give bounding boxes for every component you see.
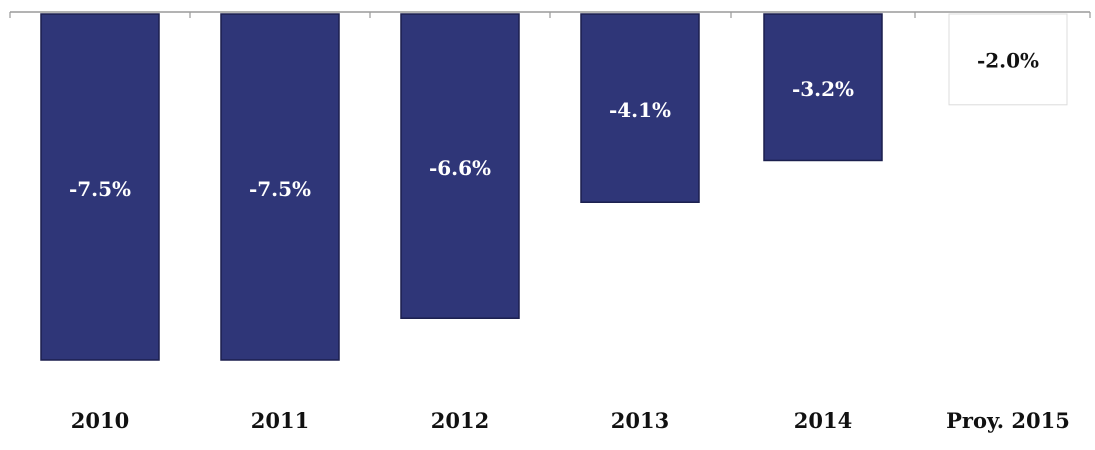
- bars-group: [40, 13, 1068, 361]
- data-label: -7.5%: [69, 177, 131, 201]
- data-label: -6.6%: [429, 156, 491, 180]
- data-label: -7.5%: [249, 177, 311, 201]
- data-label: -3.2%: [792, 77, 854, 101]
- bar-proy-2015: [948, 13, 1068, 106]
- bar-2012: [400, 13, 520, 319]
- category-label: 2013: [611, 408, 669, 433]
- bar-2011: [220, 13, 340, 361]
- category-label: 2014: [794, 408, 852, 433]
- data-labels-group: -7.5% -7.5% -6.6% -4.1% -3.2% -2.0%: [69, 48, 1039, 201]
- category-label: 2011: [251, 408, 309, 433]
- bar-2010: [40, 13, 160, 361]
- data-label: -4.1%: [609, 98, 671, 122]
- category-label: Proy. 2015: [946, 408, 1070, 433]
- bar-2014: [763, 13, 883, 162]
- category-label: 2012: [431, 408, 489, 433]
- bar-2013: [580, 13, 700, 203]
- category-labels-group: 2010 2011 2012 2013 2014 Proy. 2015: [71, 408, 1070, 433]
- x-axis-ticks: [9, 12, 1091, 18]
- data-label: -2.0%: [977, 48, 1039, 72]
- category-label: 2010: [71, 408, 129, 433]
